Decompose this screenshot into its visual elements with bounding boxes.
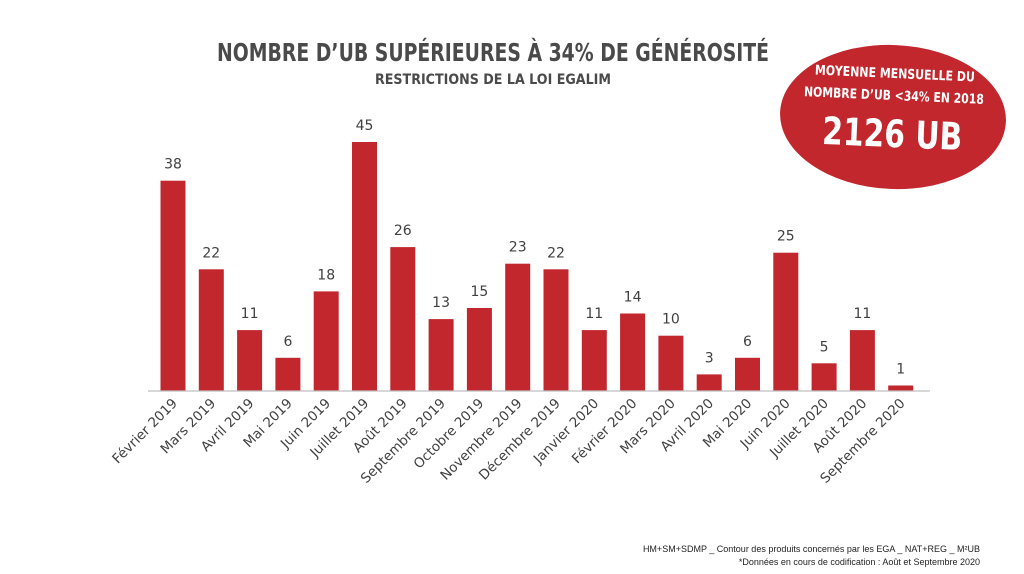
bar-7 <box>390 247 416 391</box>
badge-line-1: MOYENNE MENSUELLE DU <box>815 63 976 86</box>
bar-20 <box>888 385 914 391</box>
data-label-10: 23 <box>509 240 527 256</box>
average-badge: MOYENNE MENSUELLE DU NOMBRE D’UB <34% EN… <box>780 44 1006 190</box>
chart-title: NOMBRE D’UB SUPÉRIEURES À 34% DE GÉNÉROS… <box>217 38 769 67</box>
bar-16 <box>735 357 760 391</box>
data-label-1: 38 <box>164 157 182 173</box>
bar-9 <box>466 308 492 391</box>
footnote-source: HM+SM+SDMP _ Contour des produits concer… <box>642 544 980 554</box>
footnote-note: *Données en cours de codification : Août… <box>738 557 980 567</box>
chart-subtitle: RESTRICTIONS DE LA LOI EGALIM <box>375 72 611 88</box>
data-label-6: 45 <box>356 118 374 134</box>
data-label-16: 6 <box>743 334 752 350</box>
data-label-11: 22 <box>547 245 565 261</box>
data-label-3: 11 <box>241 306 259 322</box>
bar-6 <box>352 142 377 391</box>
data-label-7: 26 <box>394 223 412 239</box>
bar-3 <box>237 330 263 391</box>
data-label-15: 3 <box>705 350 714 366</box>
data-label-19: 11 <box>853 306 871 322</box>
bar-17 <box>773 252 799 391</box>
badge-line-2: NOMBRE D’UB <34% EN 2018 <box>804 84 985 108</box>
bar-4 <box>275 357 301 391</box>
data-label-8: 13 <box>432 295 450 311</box>
data-label-5: 18 <box>317 267 335 283</box>
badge-value: 2126 UB <box>821 109 963 159</box>
bar-5 <box>313 291 339 391</box>
bar-8 <box>428 319 454 391</box>
badge-ellipse <box>780 44 1006 190</box>
data-label-18: 5 <box>820 339 829 355</box>
bar-10 <box>505 263 531 391</box>
data-label-13: 14 <box>624 290 642 306</box>
bar-15 <box>696 374 722 391</box>
bar-11 <box>543 269 569 391</box>
bar-14 <box>658 335 684 391</box>
bar-1 <box>160 180 186 391</box>
data-label-17: 25 <box>777 229 795 245</box>
bar-18 <box>811 363 837 391</box>
bars-group <box>160 142 914 391</box>
bar-12 <box>581 330 607 391</box>
bar-19 <box>849 330 875 391</box>
data-label-14: 10 <box>662 312 680 328</box>
data-label-2: 22 <box>202 245 220 261</box>
data-label-9: 15 <box>470 284 488 300</box>
data-label-20: 1 <box>896 362 905 378</box>
x-tick-label-1: Février 2019 <box>109 396 181 468</box>
data-label-12: 11 <box>585 306 603 322</box>
bar-13 <box>620 313 646 391</box>
data-label-4: 6 <box>283 334 292 350</box>
bar-2 <box>198 269 224 391</box>
